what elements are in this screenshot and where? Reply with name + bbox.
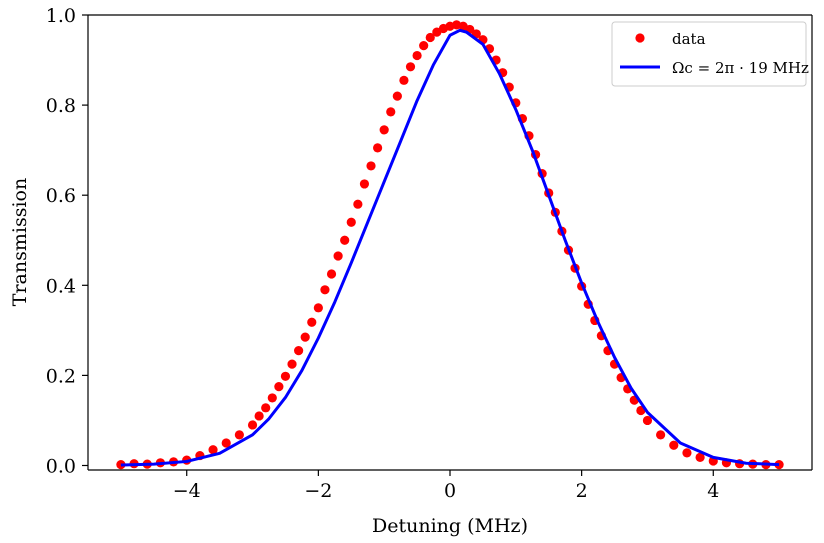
data-point: [300, 332, 310, 342]
y-axis-label: Transmission: [9, 178, 31, 306]
y-ticks: 0.0 0.2 0.4 0.6 0.8 1.0: [46, 5, 88, 477]
data-point: [208, 445, 218, 455]
data-point: [399, 75, 409, 85]
x-tick-label: 2: [576, 480, 588, 502]
data-point: [280, 371, 291, 381]
data-point: [294, 346, 304, 356]
data-point: [326, 269, 337, 279]
legend-marker-data: [635, 33, 645, 43]
x-tick-label: −2: [304, 480, 332, 502]
x-axis-label: Detuning (MHz): [372, 515, 528, 537]
data-point: [313, 303, 323, 313]
data-point: [695, 452, 705, 462]
y-tick-label: 0.0: [46, 455, 76, 477]
data-point: [261, 403, 271, 413]
data-point: [353, 199, 363, 209]
data-point: [425, 32, 435, 43]
data-point: [669, 440, 679, 450]
data-point: [274, 382, 284, 392]
y-tick-label: 0.4: [46, 275, 76, 297]
x-tick-label: 4: [707, 480, 719, 502]
data-point: [386, 107, 396, 117]
y-tick-label: 1.0: [46, 5, 76, 27]
data-point: [366, 161, 376, 171]
data-point: [419, 41, 429, 51]
y-tick-label: 0.2: [46, 365, 76, 387]
data-point: [774, 459, 784, 470]
data-point: [247, 420, 258, 430]
data-point: [234, 430, 244, 440]
y-tick-label: 0.8: [46, 95, 76, 117]
data-point: [333, 251, 343, 261]
x-tick-label: −4: [173, 480, 201, 502]
data-point: [682, 448, 692, 458]
x-tick-label: 0: [444, 480, 456, 502]
legend-label-fit: Ωc = 2π · 19 MHz: [672, 59, 809, 77]
x-ticks: −4 −2 0 2 4: [173, 470, 719, 502]
y-tick-label: 0.6: [46, 185, 76, 207]
data-point: [267, 393, 277, 403]
fit-curve: [120, 28, 780, 467]
series-data: [116, 20, 784, 470]
legend: data Ωc = 2π · 19 MHz: [611, 21, 809, 87]
data-point: [254, 411, 264, 421]
data-point: [373, 143, 383, 153]
legend-box: [611, 21, 807, 87]
data-point: [221, 438, 231, 448]
data-point: [320, 285, 330, 295]
data-point: [287, 359, 297, 369]
data-point: [392, 91, 402, 101]
legend-label-data: data: [672, 30, 706, 48]
data-point: [359, 179, 370, 189]
data-point: [656, 430, 666, 440]
data-point: [379, 125, 389, 135]
data-point: [642, 415, 653, 426]
data-point: [307, 317, 317, 327]
data-point: [412, 50, 422, 61]
data-point: [340, 235, 350, 245]
data-point: [346, 217, 356, 227]
plot-area: [116, 20, 784, 470]
data-point: [405, 62, 416, 72]
